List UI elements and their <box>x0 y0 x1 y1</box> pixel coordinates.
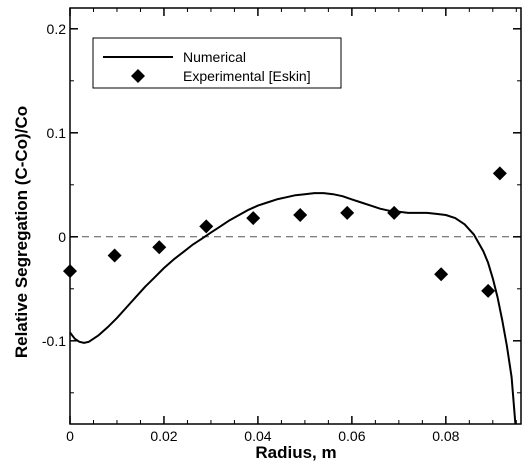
legend-label-numerical: Numerical <box>183 49 246 65</box>
x-tick-label: 0.08 <box>432 428 459 444</box>
numerical-series-line <box>69 192 517 425</box>
experimental-point <box>199 219 214 234</box>
x-tick-label: 0.02 <box>150 428 177 444</box>
plot-frame <box>69 7 522 425</box>
experimental-point <box>434 267 449 282</box>
x-axis-title: Radius, m <box>255 443 336 462</box>
x-tick-label: 0.04 <box>244 428 271 444</box>
experimental-point <box>107 248 122 263</box>
plot-data <box>63 166 517 425</box>
experimental-point <box>481 283 496 298</box>
x-tick-label: 0 <box>66 428 74 444</box>
axes: 0 0.02 0.04 0.06 0.08 -0.1 0 0.1 0.2 <box>42 7 522 444</box>
legend-label-experimental: Experimental [Eskin] <box>183 68 311 84</box>
y-tick-label: -0.1 <box>42 333 66 349</box>
experimental-point <box>246 211 261 226</box>
x-tick-label: 0.06 <box>338 428 365 444</box>
y-tick-label: 0.1 <box>47 125 67 141</box>
y-axis-title: Relative Segregation (C-Co)/Co <box>12 106 31 358</box>
experimental-point <box>293 207 308 222</box>
experimental-point <box>152 240 167 255</box>
legend-diamond-symbol <box>131 69 145 83</box>
legend-box <box>92 37 342 89</box>
experimental-point <box>63 264 77 279</box>
y-tick-label: 0.2 <box>47 21 67 37</box>
legend: Numerical Experimental [Eskin] <box>92 37 342 89</box>
y-tick-label: 0 <box>58 229 66 245</box>
experimental-point <box>340 205 355 220</box>
experimental-point <box>387 205 402 220</box>
experimental-point <box>492 166 507 181</box>
